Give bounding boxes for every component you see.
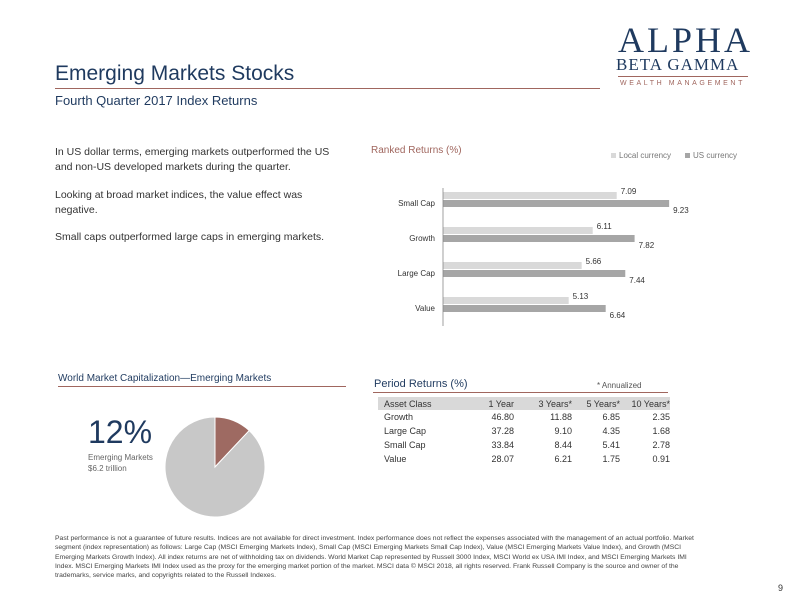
col-header-5-years: 5 Years* xyxy=(572,397,620,410)
legend-swatch-us xyxy=(685,153,690,158)
table-cell: 28.07 xyxy=(491,454,514,464)
bar-local-currency xyxy=(443,192,617,199)
logo-wealth-management: WEALTH MANAGEMENT xyxy=(620,80,745,87)
pie-slice-rest-of-world xyxy=(164,416,266,518)
table-row: Small Cap 33.84 8.44 5.41 2.78 xyxy=(378,438,670,452)
page-title: Emerging Markets Stocks xyxy=(55,62,295,85)
bar-us-currency xyxy=(443,305,606,312)
logo-beta-gamma: BETA GAMMA xyxy=(616,55,740,74)
bullet-text-3: Small caps outperformed large caps in em… xyxy=(55,231,325,243)
table-cell: 1.75 xyxy=(602,454,620,464)
table-cell: 37.28 xyxy=(491,426,514,436)
col-header-1-year: 1 Year xyxy=(468,397,514,410)
table-cell: Value xyxy=(384,454,407,464)
pie-title: World Market Capitalization—Emerging Mar… xyxy=(58,373,272,384)
table-cell: 2.35 xyxy=(652,412,670,422)
bar-local-currency xyxy=(443,227,593,234)
table-cell: 0.91 xyxy=(652,454,670,464)
bar-category-label: Growth xyxy=(409,234,435,243)
bar-local-currency xyxy=(443,262,582,269)
table-cell: 4.35 xyxy=(602,426,620,436)
table-cell: 6.85 xyxy=(602,412,620,422)
logo-alpha: ALPHA xyxy=(618,20,754,60)
bar-value-label-local: 5.13 xyxy=(573,292,589,301)
bar-value-label-us: 7.82 xyxy=(639,241,655,250)
ranked-returns-title: Ranked Returns (%) xyxy=(371,145,462,156)
legend-us-currency: US currency xyxy=(685,151,737,160)
col-header-3-years: 3 Years* xyxy=(514,397,572,410)
table-cell: Growth xyxy=(384,412,414,422)
pie-highlight-percent: 12% xyxy=(88,414,153,450)
bar-category-label: Value xyxy=(415,304,435,313)
bar-category-label: Small Cap xyxy=(398,199,435,208)
period-title-divider xyxy=(373,392,668,393)
table-cell: 5.41 xyxy=(602,440,620,450)
footnote-disclaimer: Past performance is not a guarantee of f… xyxy=(55,535,694,580)
bar-category-label: Large Cap xyxy=(398,269,436,278)
period-returns-table: Asset Class 1 Year 3 Years* 5 Years* 10 … xyxy=(378,397,670,466)
bar-us-currency xyxy=(443,270,626,277)
bar-local-currency xyxy=(443,297,569,304)
logo-divider xyxy=(618,76,748,77)
annualized-note: * Annualized xyxy=(597,381,642,390)
market-cap-pie xyxy=(164,416,266,518)
legend-swatch-local xyxy=(611,153,616,158)
page-number: 9 xyxy=(778,583,784,593)
table-cell: 9.10 xyxy=(554,426,572,436)
table-row: Large Cap 37.28 9.10 4.35 1.68 xyxy=(378,424,670,438)
table-row: Value 28.07 6.21 1.75 0.91 xyxy=(378,452,670,466)
pie-title-divider xyxy=(58,386,346,387)
table-cell: 33.84 xyxy=(491,440,514,450)
legend-label-us: US currency xyxy=(693,151,738,160)
table-cell: 8.44 xyxy=(554,440,572,450)
bullet-text-1: In US dollar terms, emerging markets out… xyxy=(55,146,330,173)
bar-value-label-local: 5.66 xyxy=(586,257,602,266)
page-subtitle: Fourth Quarter 2017 Index Returns xyxy=(55,93,258,108)
table-cell: Large Cap xyxy=(384,426,427,436)
bar-us-currency xyxy=(443,235,635,242)
table-cell: Small Cap xyxy=(384,440,426,450)
legend-local-currency: Local currency xyxy=(611,151,671,160)
table-header-row: Asset Class 1 Year 3 Years* 5 Years* 10 … xyxy=(378,397,670,410)
bar-value-label-local: 7.09 xyxy=(621,187,637,196)
table-cell: 2.78 xyxy=(652,440,670,450)
bar-value-label-local: 6.11 xyxy=(597,222,613,231)
table-cell: 11.88 xyxy=(550,412,572,422)
period-returns-title: Period Returns (%) xyxy=(374,378,468,390)
col-header-asset-class: Asset Class xyxy=(378,397,468,410)
bar-value-label-us: 7.44 xyxy=(629,276,645,285)
bar-value-label-us: 6.64 xyxy=(610,311,626,320)
table-cell: 1.68 xyxy=(652,426,670,436)
table-cell: 6.21 xyxy=(554,454,572,464)
legend-label-local: Local currency xyxy=(619,151,672,160)
bullet-text-2: Looking at broad market indices, the val… xyxy=(55,189,303,216)
pie-highlight-label: Emerging Markets $6.2 trillion xyxy=(88,453,153,473)
bar-value-label-us: 9.23 xyxy=(673,206,689,215)
title-divider xyxy=(55,88,600,89)
col-header-10-years: 10 Years* xyxy=(620,397,670,410)
table-cell: 46.80 xyxy=(491,412,514,422)
bar-us-currency xyxy=(443,200,670,207)
table-row: Growth 46.80 11.88 6.85 2.35 xyxy=(378,410,670,424)
